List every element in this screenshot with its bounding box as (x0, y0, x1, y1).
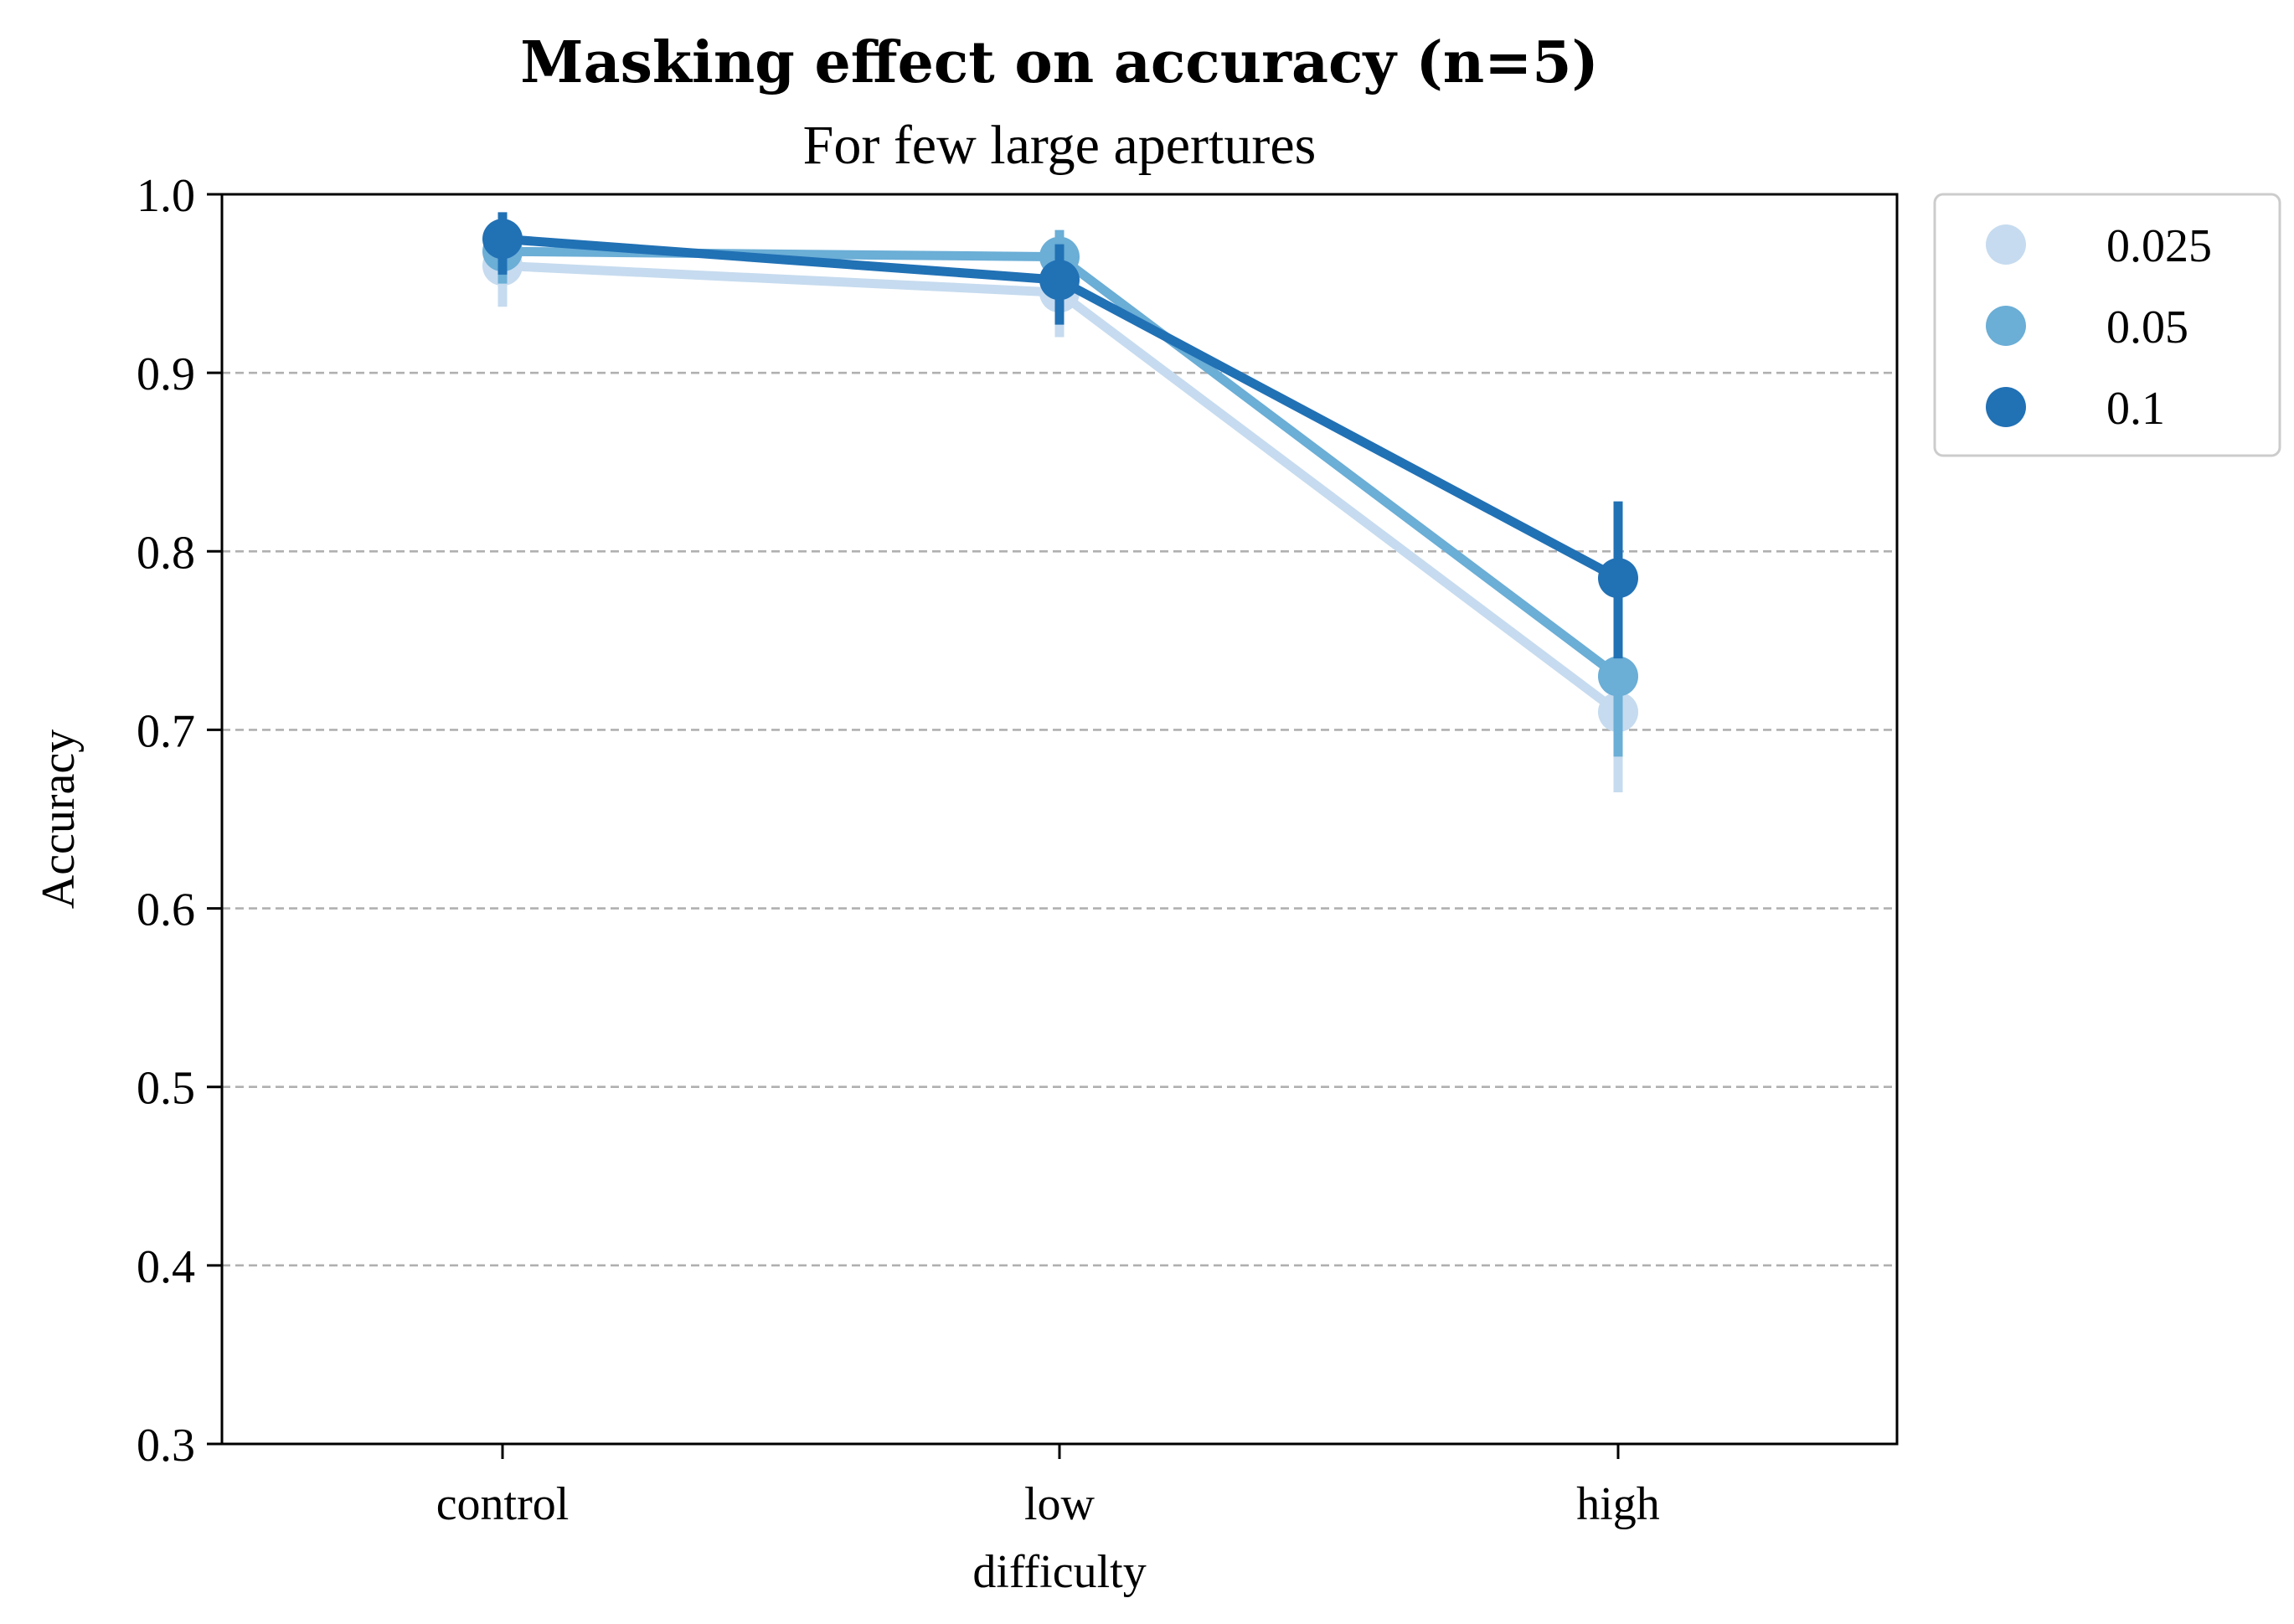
legend: 0.025 0.05 0.1 (1933, 193, 2281, 457)
chart-title: Masking effect on accuracy (n=5) (520, 29, 1598, 96)
x-axis-ticks: control low high (436, 1444, 1660, 1530)
legend-marker (1986, 306, 2026, 346)
y-axis-ticks: 0.3 0.4 0.5 0.6 0.7 0.8 0.9 1.0 (137, 170, 222, 1472)
y-axis-label: Accuracy (33, 730, 85, 910)
legend-marker (1986, 387, 2026, 427)
data-point (482, 219, 523, 260)
legend-frame (1933, 193, 2281, 457)
y-tick-label: 0.6 (137, 884, 195, 936)
legend-label: 0.1 (2106, 383, 2165, 435)
y-tick-label: 0.5 (137, 1063, 195, 1115)
y-tick-label: 0.9 (137, 348, 195, 400)
x-tick-label: low (1024, 1478, 1095, 1530)
series-0.1 (482, 212, 1638, 659)
data-point (1039, 260, 1080, 301)
grid (222, 371, 1897, 1267)
y-tick-label: 1.0 (137, 170, 195, 222)
legend-label: 0.05 (2106, 302, 2188, 353)
y-tick-label: 0.8 (137, 527, 195, 579)
legend-label: 0.025 (2106, 220, 2212, 272)
data-point (1598, 558, 1638, 599)
x-tick-label: high (1576, 1478, 1660, 1530)
chart-subtitle: For few large apertures (803, 115, 1317, 176)
y-tick-label: 0.4 (137, 1241, 195, 1293)
plot-frame (220, 193, 1899, 1446)
legend-marker (1986, 224, 2026, 265)
x-axis-label: difficulty (972, 1546, 1146, 1598)
y-tick-label: 0.7 (137, 705, 195, 757)
x-tick-label: control (436, 1478, 570, 1530)
y-tick-label: 0.3 (137, 1420, 195, 1472)
data-point (1598, 656, 1638, 697)
series (482, 212, 1638, 793)
